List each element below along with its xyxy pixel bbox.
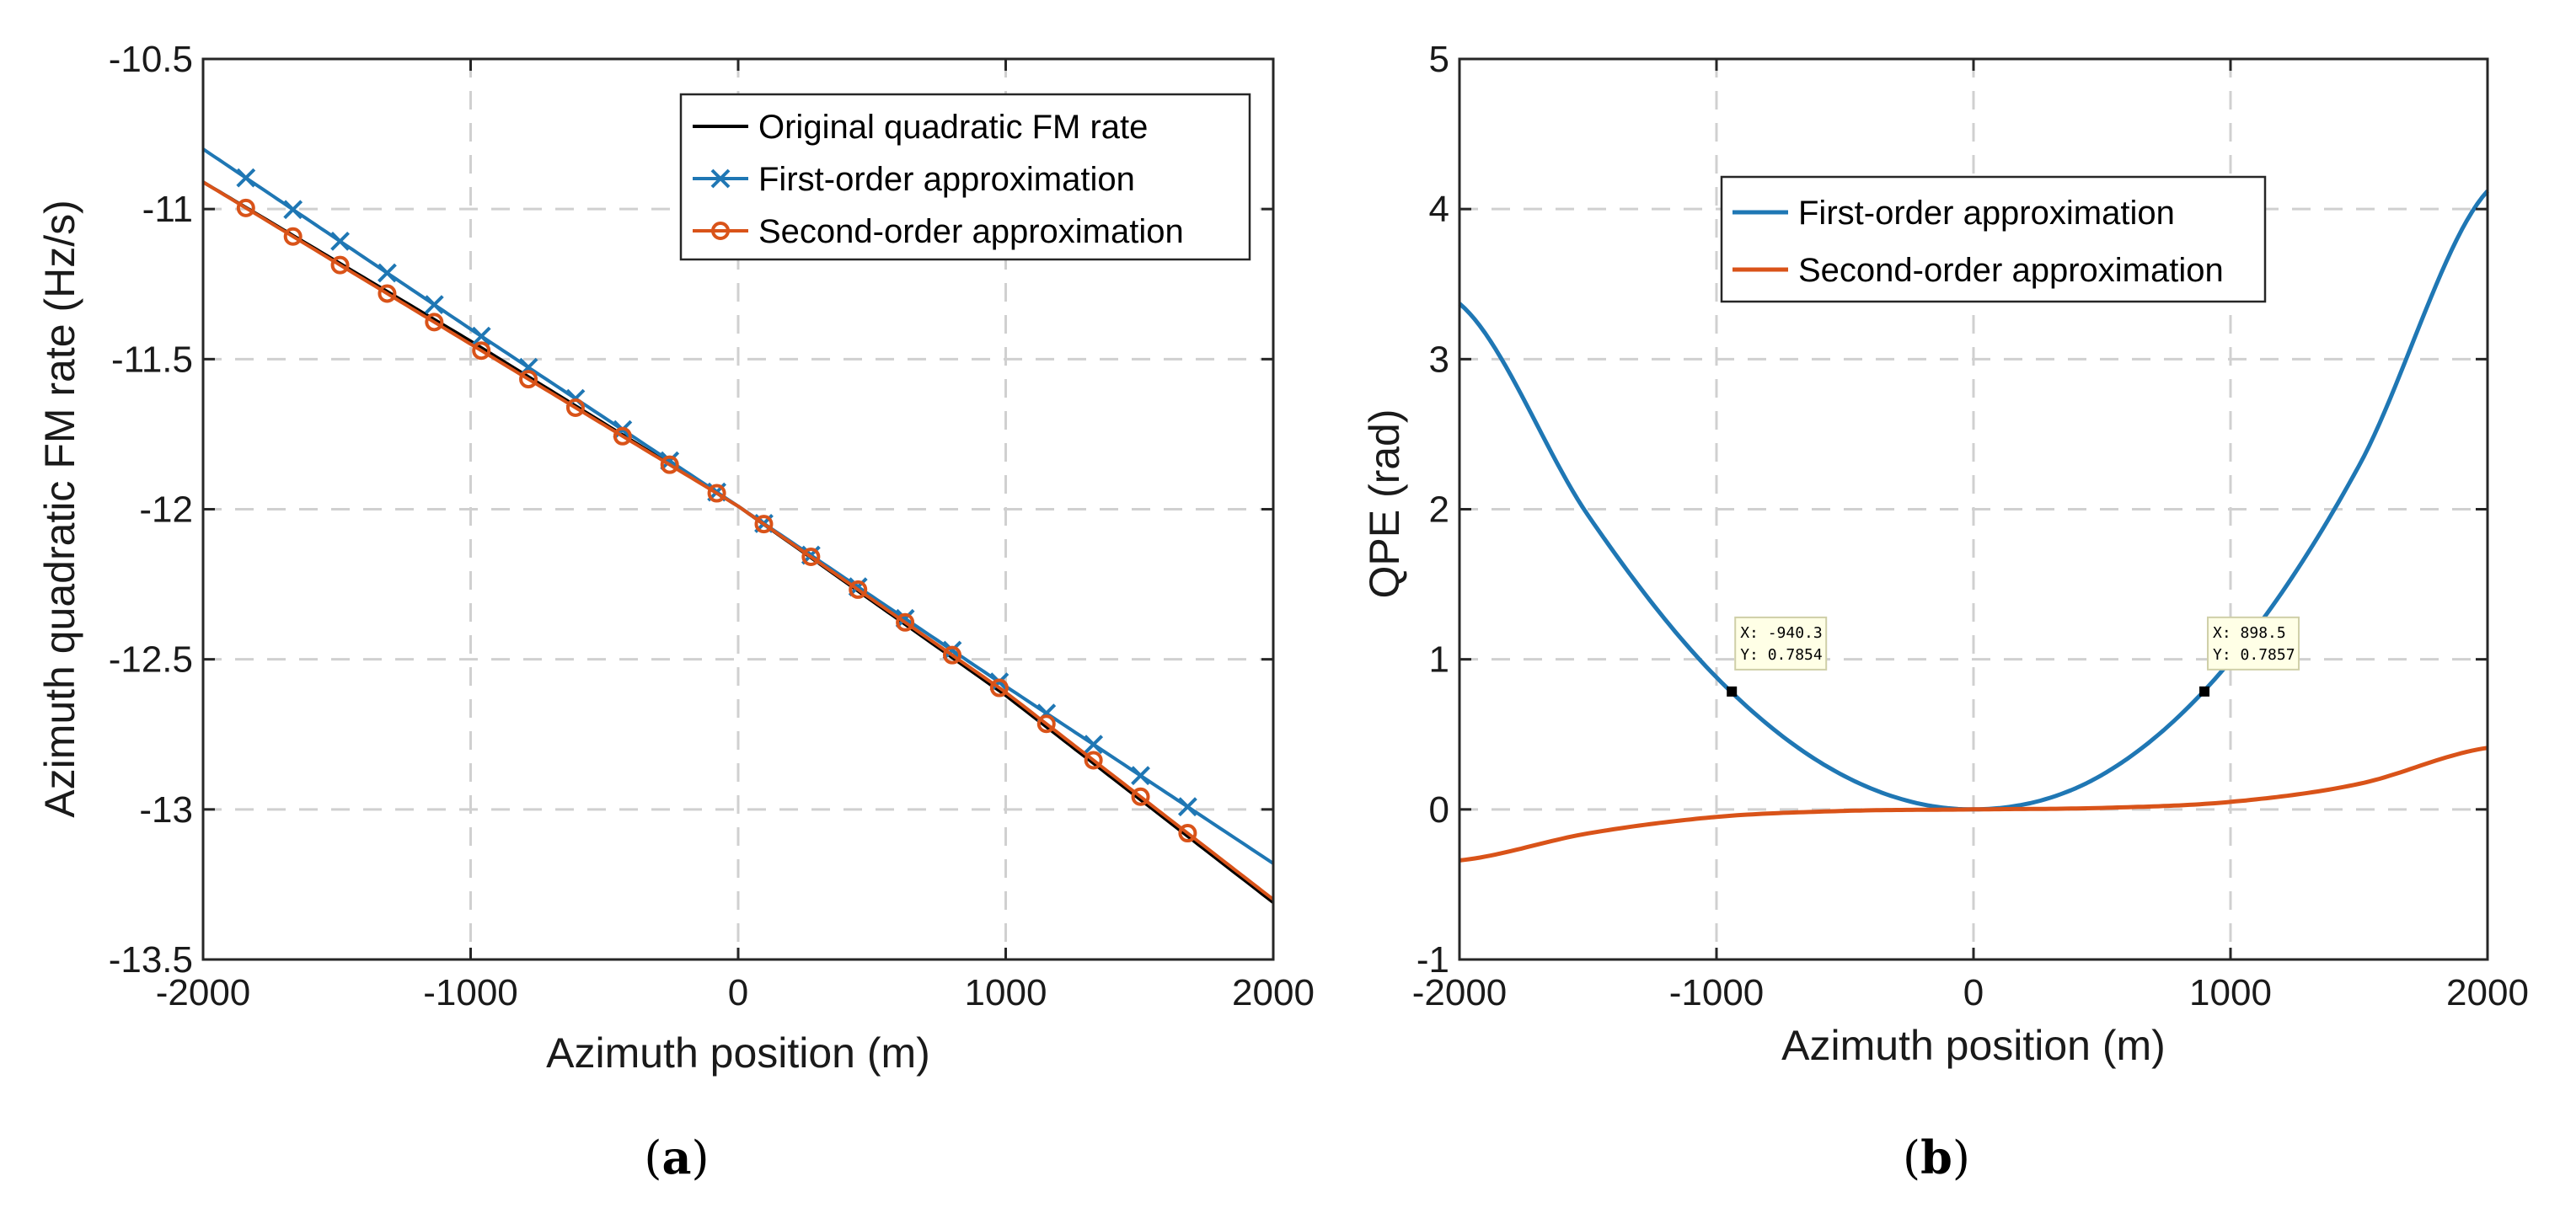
series-a-2-o-marker (236, 198, 255, 217)
ytick-label-b-5: 4 (1429, 189, 1449, 230)
datatip-1-box (2207, 616, 2300, 671)
panel-a-caption: (a) (644, 1130, 709, 1184)
panel-b-xlabel: Azimuth position (m) (1781, 1022, 2166, 1069)
series-a-2-o-marker (378, 284, 397, 303)
xtick-label-a-2: 0 (728, 972, 748, 1013)
panel-a-series (201, 147, 1275, 904)
xtick-label-b-1: -1000 (1669, 972, 1765, 1013)
panel-a-caption-letter: a (662, 1130, 692, 1184)
series-a-2-o-marker (425, 313, 444, 332)
datatip-0-point (1727, 686, 1738, 697)
datatip-0-xtext: X: -940.3 (1740, 624, 1823, 642)
ytick-label-a-6: -13.5 (109, 939, 193, 981)
series-a-1-x-marker (942, 640, 962, 660)
series-a-2-o-marker (519, 370, 538, 389)
series-a-2-o-marker (1131, 787, 1150, 806)
panel-b-datatips: X: -940.3 Y: 0.7854 X: 898.5 Y: 0.7857 (1727, 616, 2300, 697)
ytick-label-a-2: -11.5 (111, 339, 193, 380)
datatip-0-box (1734, 616, 1828, 671)
panel-b-caption-letter: b (1920, 1130, 1952, 1184)
panel-b-legend: First-order approximation Second-order a… (1720, 175, 2267, 303)
xtick-label-a-1: -1000 (423, 972, 518, 1013)
legend-a-o-marker (711, 222, 730, 240)
xtick-label-b-4: 2000 (2446, 972, 2529, 1013)
series-a-2-o-marker (472, 341, 491, 361)
ytick-label-b-3: 2 (1429, 489, 1449, 531)
series-a-2-o-marker (660, 455, 679, 474)
datatip-0-ytext: Y: 0.7854 (1740, 646, 1823, 664)
datatip-1-ytext: Y: 0.7857 (2213, 646, 2295, 664)
series-a-2-o-marker (754, 515, 774, 534)
series-a-1-x-marker (424, 295, 444, 315)
panel-b-series (1458, 190, 2489, 863)
ytick-label-b-4: 3 (1429, 339, 1449, 380)
series-b-1-line (1459, 746, 2488, 863)
series-a-1-x-marker (236, 168, 256, 188)
series-a-1-x-marker (1131, 766, 1150, 786)
datatip-1-point (2199, 686, 2210, 697)
series-a-2-o-marker (801, 548, 821, 567)
panel-a-chart: -2000 -1000 0 1000 2000 -10.5 -11 -11.5 -12 -12.5… (36, 39, 1315, 1184)
panel-a-ylabel: Azimuth quadratic FM rate (Hz/s) (36, 200, 83, 818)
ytick-label-b-6: 5 (1429, 39, 1449, 80)
xtick-label-b-2: 0 (1963, 972, 1984, 1013)
legend-a-label-second: Second-order approximation (758, 213, 1184, 250)
legend-a-label-original: Original quadratic FM rate (758, 109, 1148, 146)
datatip-1-xtext: X: 898.5 (2213, 624, 2286, 642)
legend-b-label-first: First-order approximation (1798, 195, 2175, 232)
series-a-1-x-marker (330, 231, 350, 251)
panel-b-legend-box (1720, 175, 2267, 303)
ytick-label-a-0: -10.5 (109, 39, 193, 80)
series-a-2-o-marker (989, 678, 1009, 698)
xtick-label-b-3: 1000 (2189, 972, 2272, 1013)
ytick-label-b-1: 0 (1429, 789, 1449, 831)
panel-b-caption-open: ( (1903, 1131, 1920, 1184)
panel-a-ticks: -2000 -1000 0 1000 2000 -10.5 -11 -11.5 -12 -12.5… (109, 39, 1315, 1013)
ytick-label-a-4: -12.5 (109, 639, 193, 681)
legend-a-label-first: First-order approximation (758, 161, 1135, 198)
series-a-2-o-marker (943, 645, 961, 665)
legend-b-label-second: Second-order approximation (1798, 252, 2224, 289)
series-a-2-o-marker (565, 398, 585, 417)
series-a-1-x-marker (1084, 735, 1104, 755)
ytick-label-a-3: -12 (139, 489, 193, 531)
series-a-2-o-marker (896, 612, 915, 632)
series-a-2-o-marker (849, 580, 868, 599)
panel-b-ticks: -2000 -1000 0 1000 2000 -1 0 1 2 3 4 5 (1412, 39, 2529, 1013)
series-a-2-o-marker (1036, 714, 1056, 734)
panel-b-chart: -2000 -1000 0 1000 2000 -1 0 1 2 3 4 5 Azimuth posi… (1361, 39, 2529, 1184)
ytick-label-a-1: -11 (142, 189, 193, 230)
xtick-label-a-4: 2000 (1232, 972, 1315, 1013)
series-a-1-x-marker (1177, 797, 1197, 817)
panel-a-grid (203, 59, 1273, 959)
series-a-1-x-marker (378, 263, 397, 283)
panel-a-xlabel: Azimuth position (m) (546, 1029, 930, 1077)
series-a-1-x-marker (989, 672, 1010, 692)
series-a-1-x-marker (283, 200, 303, 220)
series-a-2-o-marker (283, 227, 303, 246)
xtick-label-a-3: 1000 (965, 972, 1047, 1013)
panel-a-caption-open: ( (644, 1131, 661, 1184)
series-a-2-o-marker (1084, 751, 1103, 770)
series-a-2-o-marker (330, 255, 350, 275)
xtick-label-b-0: -2000 (1412, 972, 1508, 1013)
legend-a-x-marker (710, 168, 731, 189)
panel-b-caption: (b) (1903, 1130, 1970, 1184)
series-a-2-o-marker (1178, 824, 1197, 843)
panel-a-caption-close: ) (692, 1131, 710, 1184)
ytick-label-b-2: 1 (1429, 639, 1449, 681)
ytick-label-a-5: -13 (139, 789, 193, 831)
panel-a-legend-box (679, 93, 1251, 261)
panel-b-caption-close: ) (1952, 1131, 1970, 1184)
series-a-2-o-marker (707, 484, 726, 503)
panel-b-ylabel: QPE (rad) (1361, 409, 1408, 598)
series-a-1-x-marker (471, 326, 491, 346)
panel-a-legend: Original quadratic FM rate First-order a… (679, 93, 1251, 261)
series-a-2-o-marker (613, 426, 632, 446)
ytick-label-b-0: -1 (1417, 939, 1449, 981)
xtick-label-a-0: -2000 (156, 972, 251, 1013)
